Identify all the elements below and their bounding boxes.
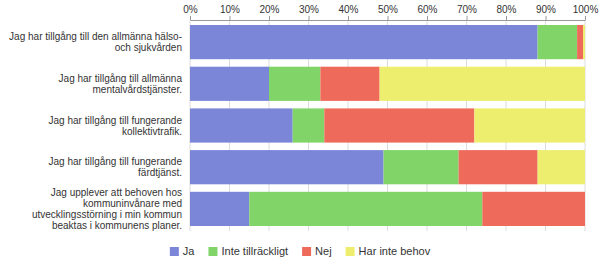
tick-label: 100% [573, 4, 599, 15]
legend: Ja Inte tillräckligt Nej Har inte behov [170, 245, 431, 257]
bar [585, 192, 586, 226]
bar [482, 192, 585, 226]
bar [538, 25, 578, 59]
bar [320, 67, 379, 101]
bar [190, 108, 293, 142]
bar [293, 108, 325, 142]
bar [324, 108, 474, 142]
bar [538, 150, 585, 184]
tick-label: 70% [457, 4, 477, 15]
category-label: Jag har tillgång till den allmänna hälso… [9, 31, 182, 53]
tick-label: 0% [183, 4, 198, 15]
bar [384, 150, 459, 184]
bar [190, 150, 384, 184]
tick-mark [309, 16, 310, 20]
legend-swatch [346, 247, 355, 256]
legend-item: Inte tillräckligt [208, 245, 288, 257]
tick-label: 50% [378, 4, 398, 15]
tick-label: 40% [338, 4, 358, 15]
tick-mark [388, 16, 389, 20]
bar [380, 67, 585, 101]
tick: 10% [220, 4, 240, 20]
bar [190, 192, 249, 226]
chart: 0% 10% 20% 30% 40% 50% 60% 70% 80% 90% 100% Jag har… [0, 0, 600, 265]
bar [577, 25, 583, 59]
tick-label: 10% [220, 4, 240, 15]
legend-swatch [302, 247, 311, 256]
tick-label: 90% [536, 4, 556, 15]
legend-swatch [208, 247, 217, 256]
tick: 50% [378, 4, 398, 20]
legend-label: Nej [315, 245, 332, 257]
tick-label: 60% [417, 4, 437, 15]
category-label: Jag har tillgång till fungerandekollekti… [49, 115, 183, 137]
tick: 90% [536, 4, 556, 20]
category-label: Jag upplever att behoven hoskommuninvåna… [32, 187, 182, 231]
tick-mark [269, 16, 270, 20]
legend-label: Inte tillräckligt [221, 245, 288, 257]
legend-label: Har inte behov [359, 245, 431, 257]
tick-mark [585, 16, 586, 20]
legend-swatch [170, 247, 179, 256]
tick-label: 30% [299, 4, 319, 15]
tick: 60% [417, 4, 437, 20]
legend-item: Ja [170, 245, 196, 257]
tick-mark [427, 16, 428, 20]
y-axis: Jag har tillgång till den allmänna hälso… [9, 31, 182, 231]
category-label: Jag har tillgång till allmännamentalvård… [59, 73, 183, 95]
legend-item: Har inte behov [346, 245, 431, 257]
bar [583, 25, 585, 59]
tick: 40% [338, 4, 358, 20]
tick-mark [506, 16, 507, 20]
x-axis: 0% 10% 20% 30% 40% 50% 60% 70% 80% 90% 100% [183, 4, 598, 21]
tick: 0% [183, 4, 198, 20]
bar [190, 25, 538, 59]
series [380, 25, 585, 184]
series [320, 25, 585, 226]
bar [474, 108, 585, 142]
tick-label: 80% [496, 4, 516, 15]
tick-mark [190, 16, 191, 20]
grid [190, 20, 585, 231]
tick: 20% [259, 4, 279, 20]
tick: 30% [299, 4, 319, 20]
tick: 100% [573, 4, 599, 20]
bar [459, 150, 538, 184]
bar [190, 67, 269, 101]
bar [269, 67, 320, 101]
legend-label: Ja [183, 245, 196, 257]
axis-line [191, 20, 586, 21]
tick: 70% [457, 4, 477, 20]
bars [190, 25, 585, 226]
tick-mark [546, 16, 547, 20]
tick-mark [467, 16, 468, 20]
tick: 80% [496, 4, 516, 20]
category-label: Jag har tillgång till fungerandefärdtjän… [49, 156, 183, 178]
legend-item: Nej [302, 245, 332, 257]
tick-mark [348, 16, 349, 20]
tick-label: 20% [259, 4, 279, 15]
bar [249, 192, 482, 226]
tick-mark [230, 16, 231, 20]
